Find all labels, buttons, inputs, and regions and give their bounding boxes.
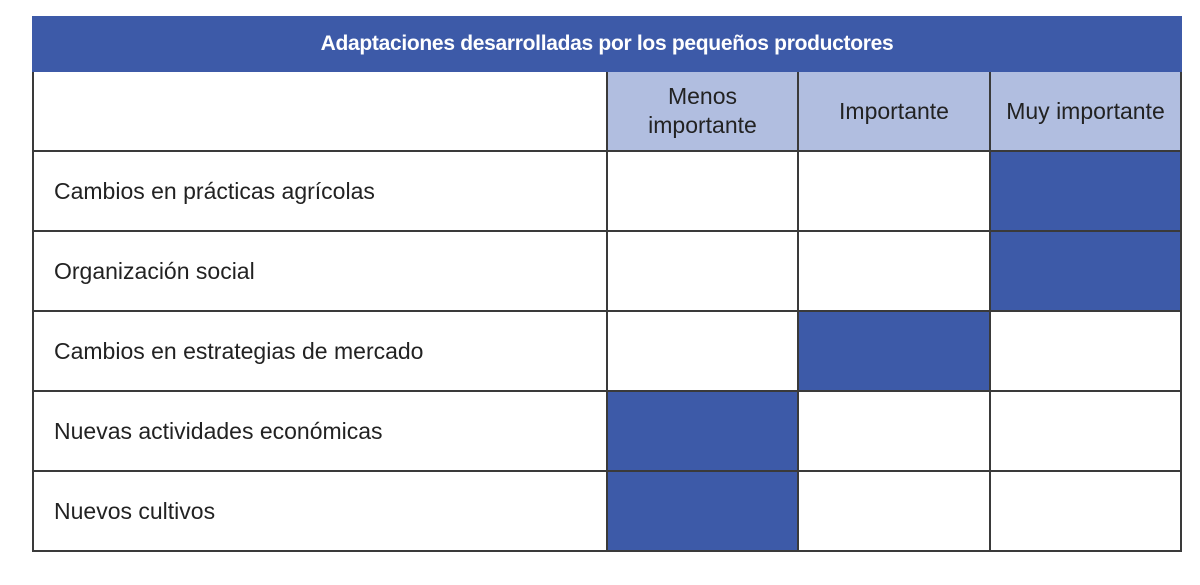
table-title: Adaptaciones desarrolladas por los peque… xyxy=(32,16,1182,72)
importance-cell xyxy=(606,150,799,232)
adaptations-table: Adaptaciones desarrolladas por los peque… xyxy=(32,16,1182,552)
importance-cell-selected xyxy=(797,310,991,392)
importance-cell xyxy=(989,310,1182,392)
importance-cell xyxy=(797,470,991,552)
table-row: Nuevas actividades económicas xyxy=(32,390,1182,472)
row-label: Organización social xyxy=(32,230,608,312)
importance-cell xyxy=(797,390,991,472)
table-row: Nuevos cultivos xyxy=(32,470,1182,552)
importance-cell-selected xyxy=(606,470,799,552)
importance-cell xyxy=(797,150,991,232)
table-row: Organización social xyxy=(32,230,1182,312)
header-row: Menos importante Importante Muy importante xyxy=(32,70,1182,152)
table-row: Cambios en prácticas agrícolas xyxy=(32,150,1182,232)
table-row: Cambios en estrategias de mercado xyxy=(32,310,1182,392)
importance-cell-selected xyxy=(606,390,799,472)
header-blank-cell xyxy=(32,70,608,152)
row-label: Nuevas actividades económicas xyxy=(32,390,608,472)
importance-cell xyxy=(989,470,1182,552)
row-label: Cambios en prácticas agrícolas xyxy=(32,150,608,232)
importance-cell xyxy=(606,230,799,312)
importance-cell xyxy=(797,230,991,312)
importance-cell-selected xyxy=(989,230,1182,312)
row-label: Nuevos cultivos xyxy=(32,470,608,552)
importance-cell xyxy=(989,390,1182,472)
importance-cell-selected xyxy=(989,150,1182,232)
importance-cell xyxy=(606,310,799,392)
column-header: Menos importante xyxy=(606,70,799,152)
row-label: Cambios en estrategias de mercado xyxy=(32,310,608,392)
column-header: Muy importante xyxy=(989,70,1182,152)
column-header: Importante xyxy=(797,70,991,152)
